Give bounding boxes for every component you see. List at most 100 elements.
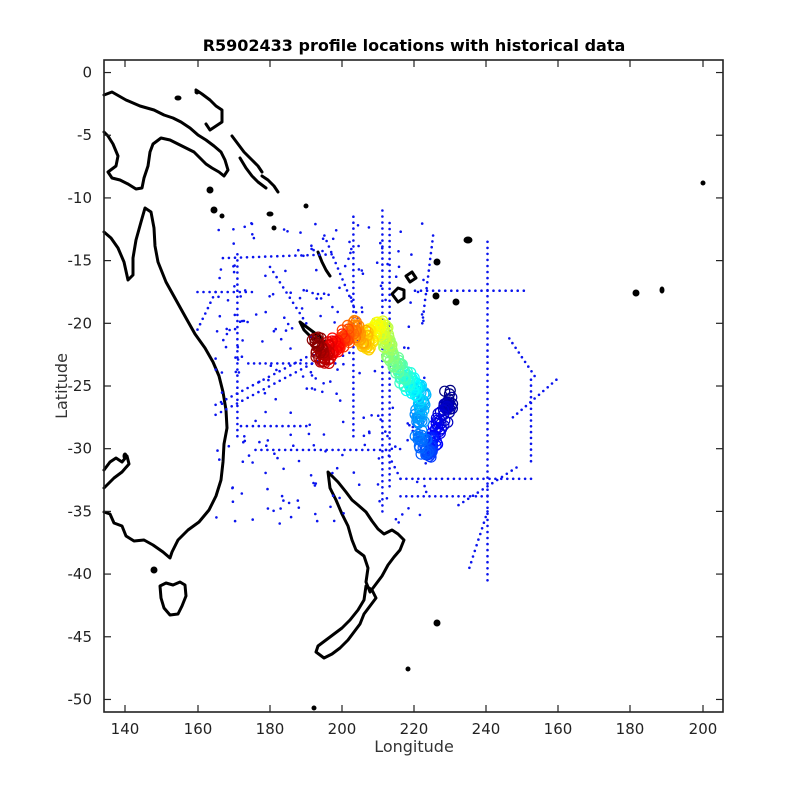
historical-point — [385, 497, 389, 500]
historical-point — [522, 289, 526, 293]
historical-point — [352, 310, 355, 313]
historical-point — [301, 448, 305, 452]
historical-point — [352, 292, 355, 296]
historical-point — [357, 268, 361, 271]
historical-point — [310, 387, 314, 390]
historical-point — [388, 425, 391, 428]
island-5 — [210, 206, 218, 214]
y-tick-label: -45 — [68, 628, 93, 646]
historical-point — [411, 477, 414, 481]
historical-point — [202, 290, 205, 294]
island-4 — [206, 186, 214, 194]
historical-point — [343, 264, 347, 268]
historical-point — [529, 378, 533, 382]
historical-point — [407, 346, 410, 350]
historical-point — [471, 555, 475, 558]
historical-point — [267, 375, 271, 379]
historical-point — [299, 358, 303, 362]
island-20 — [194, 89, 200, 95]
historical-point — [394, 517, 398, 521]
island-14 — [433, 619, 441, 627]
island-6 — [219, 213, 225, 219]
historical-point — [314, 377, 318, 380]
historical-point — [480, 527, 484, 530]
coastline-solomon-3 — [260, 174, 280, 194]
historical-point — [486, 560, 489, 564]
historical-point — [511, 477, 515, 481]
historical-point — [473, 549, 477, 553]
historical-point — [486, 500, 489, 504]
historical-point — [468, 289, 471, 293]
historical-point — [377, 457, 381, 460]
historical-point — [381, 474, 384, 477]
historical-point — [236, 422, 239, 426]
historical-point — [278, 281, 282, 284]
historical-point — [240, 492, 244, 495]
historical-point — [283, 367, 287, 370]
historical-point — [261, 340, 264, 343]
historical-point — [274, 397, 278, 401]
historical-point — [443, 289, 447, 293]
historical-point — [296, 499, 300, 502]
historical-point — [410, 495, 414, 498]
profile-point — [437, 404, 450, 416]
historical-point — [486, 554, 489, 558]
historical-point — [427, 269, 431, 272]
historical-point — [388, 317, 391, 321]
historical-point — [219, 410, 223, 414]
historical-point — [218, 458, 221, 461]
historical-point — [486, 510, 489, 513]
historical-point — [358, 371, 361, 375]
island-15 — [405, 666, 411, 672]
historical-point — [486, 409, 489, 413]
historical-point — [486, 325, 489, 328]
historical-point — [348, 351, 351, 355]
historical-point — [310, 362, 314, 365]
x-tick-label: 180 — [256, 720, 285, 738]
historical-point — [409, 301, 412, 304]
historical-point — [388, 401, 391, 404]
historical-point — [264, 471, 267, 475]
historical-point — [289, 433, 293, 437]
historical-point — [225, 397, 228, 401]
historical-point — [297, 506, 301, 510]
historical-point — [381, 419, 384, 423]
historical-point — [236, 277, 239, 280]
historical-point — [263, 391, 267, 395]
historical-point — [230, 395, 233, 398]
profile-point — [309, 336, 321, 348]
historical-point — [290, 327, 294, 330]
historical-point — [236, 331, 239, 335]
historical-point — [307, 448, 311, 452]
historical-point — [514, 346, 517, 350]
historical-point — [330, 253, 333, 256]
historical-point — [420, 313, 424, 316]
historical-point — [381, 275, 384, 279]
historical-point — [486, 485, 489, 488]
historical-point — [486, 282, 489, 286]
historical-point — [486, 301, 489, 304]
historical-point — [366, 448, 370, 452]
historical-point — [327, 293, 330, 297]
profile-point — [409, 430, 421, 442]
historical-point — [486, 258, 489, 262]
x-tick-label: 220 — [400, 720, 429, 738]
historical-point — [476, 477, 479, 481]
historical-point — [378, 499, 381, 503]
historical-point — [462, 289, 465, 293]
historical-point — [338, 286, 341, 290]
historical-point — [298, 311, 302, 315]
coastline-fiji — [390, 286, 406, 304]
historical-point — [316, 292, 320, 296]
historical-point — [354, 311, 358, 314]
historical-point — [268, 265, 272, 269]
historical-point — [201, 317, 204, 321]
historical-point — [338, 272, 342, 276]
historical-point — [381, 239, 384, 242]
historical-point — [411, 425, 415, 429]
coastline-solomon-2 — [238, 156, 268, 190]
historical-point — [424, 292, 428, 296]
coastlines — [102, 88, 706, 711]
historical-point — [450, 289, 453, 293]
historical-point — [486, 276, 489, 280]
